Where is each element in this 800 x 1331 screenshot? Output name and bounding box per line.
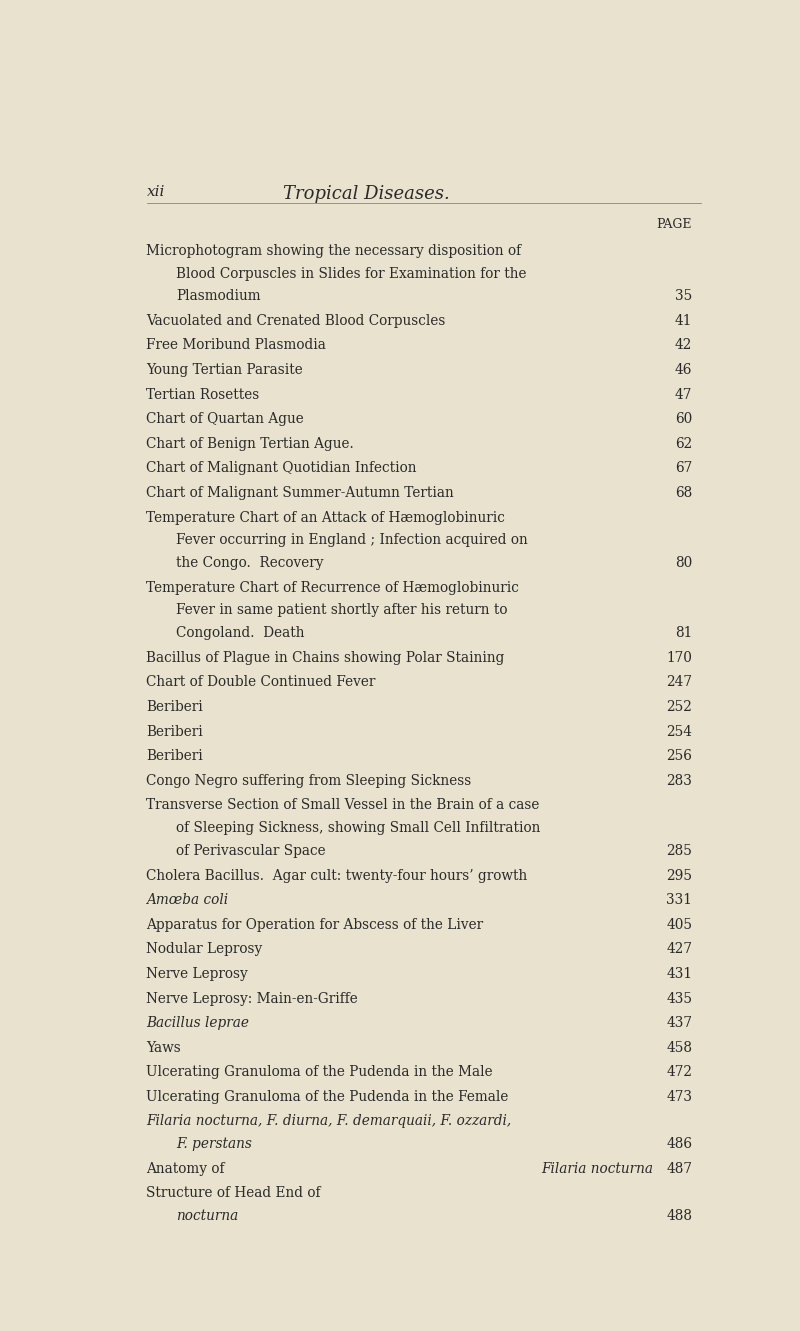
Text: Filaria nocturna: Filaria nocturna	[541, 1162, 653, 1175]
Text: 256: 256	[666, 749, 692, 763]
Text: 437: 437	[666, 1016, 692, 1030]
Text: Filaria nocturna, F. diurna, F. demarquaii, F. ozzardi,: Filaria nocturna, F. diurna, F. demarqua…	[146, 1114, 512, 1129]
Text: 405: 405	[666, 917, 692, 932]
Text: Temperature Chart of an Attack of Hæmoglobinuric: Temperature Chart of an Attack of Hæmogl…	[146, 511, 506, 524]
Text: Blood Corpuscles in Slides for Examination for the: Blood Corpuscles in Slides for Examinati…	[176, 266, 526, 281]
Text: Chart of Double Continued Fever: Chart of Double Continued Fever	[146, 675, 376, 689]
Text: Nerve Leprosy: Main-en-Griffe: Nerve Leprosy: Main-en-Griffe	[146, 992, 358, 1005]
Text: Chart of Malignant Quotidian Infection: Chart of Malignant Quotidian Infection	[146, 462, 417, 475]
Text: Bacillus leprae: Bacillus leprae	[146, 1016, 250, 1030]
Text: Microphotogram showing the necessary disposition of: Microphotogram showing the necessary dis…	[146, 244, 522, 258]
Text: 431: 431	[666, 966, 692, 981]
Text: Tropical Diseases.: Tropical Diseases.	[283, 185, 450, 204]
Text: Yaws: Yaws	[146, 1041, 182, 1054]
Text: 435: 435	[666, 992, 692, 1005]
Text: 254: 254	[666, 724, 692, 739]
Text: of Perivascular Space: of Perivascular Space	[176, 844, 326, 858]
Text: 62: 62	[675, 437, 692, 451]
Text: 80: 80	[675, 556, 692, 570]
Text: 81: 81	[675, 627, 692, 640]
Text: 472: 472	[666, 1065, 692, 1079]
Text: Young Tertian Parasite: Young Tertian Parasite	[146, 363, 303, 377]
Text: 295: 295	[666, 869, 692, 882]
Text: 285: 285	[666, 844, 692, 858]
Text: PAGE: PAGE	[657, 218, 692, 232]
Text: Chart of Quartan Ague: Chart of Quartan Ague	[146, 413, 304, 426]
Text: 488: 488	[666, 1209, 692, 1223]
Text: Beriberi: Beriberi	[146, 724, 203, 739]
Text: Beriberi: Beriberi	[146, 749, 203, 763]
Text: 427: 427	[666, 942, 692, 956]
Text: 68: 68	[675, 486, 692, 500]
Text: 67: 67	[675, 462, 692, 475]
Text: xii: xii	[146, 185, 165, 200]
Text: Vacuolated and Crenated Blood Corpuscles: Vacuolated and Crenated Blood Corpuscles	[146, 314, 446, 327]
Text: Beriberi: Beriberi	[146, 700, 203, 713]
Text: Fever in same patient shortly after his return to: Fever in same patient shortly after his …	[176, 603, 508, 618]
Text: Ulcerating Granuloma of the Pudenda in the Female: Ulcerating Granuloma of the Pudenda in t…	[146, 1090, 509, 1103]
Text: Nodular Leprosy: Nodular Leprosy	[146, 942, 262, 956]
Text: Temperature Chart of Recurrence of Hæmoglobinuric: Temperature Chart of Recurrence of Hæmog…	[146, 580, 519, 595]
Text: Apparatus for Operation for Abscess of the Liver: Apparatus for Operation for Abscess of t…	[146, 917, 484, 932]
Text: 247: 247	[666, 675, 692, 689]
Text: 46: 46	[674, 363, 692, 377]
Text: Plasmodium: Plasmodium	[176, 289, 261, 303]
Text: Congoland.  Death: Congoland. Death	[176, 627, 305, 640]
Text: Ulcerating Granuloma of the Pudenda in the Male: Ulcerating Granuloma of the Pudenda in t…	[146, 1065, 493, 1079]
Text: Anatomy of: Anatomy of	[146, 1162, 230, 1175]
Text: 458: 458	[666, 1041, 692, 1054]
Text: 283: 283	[666, 773, 692, 788]
Text: Structure of Head End of: Structure of Head End of	[146, 1186, 326, 1201]
Text: 41: 41	[674, 314, 692, 327]
Text: 487: 487	[666, 1162, 692, 1175]
Text: 170: 170	[666, 651, 692, 666]
Text: 47: 47	[674, 387, 692, 402]
Text: Bacillus of Plague in Chains showing Polar Staining: Bacillus of Plague in Chains showing Pol…	[146, 651, 505, 666]
Text: Free Moribund Plasmodia: Free Moribund Plasmodia	[146, 338, 326, 353]
Text: the Congo.  Recovery: the Congo. Recovery	[176, 556, 324, 570]
Text: Congo Negro suffering from Sleeping Sickness: Congo Negro suffering from Sleeping Sick…	[146, 773, 472, 788]
Text: 486: 486	[666, 1137, 692, 1151]
Text: Chart of Benign Tertian Ague.: Chart of Benign Tertian Ague.	[146, 437, 354, 451]
Text: 35: 35	[675, 289, 692, 303]
Text: F. perstans: F. perstans	[176, 1137, 252, 1151]
Text: 252: 252	[666, 700, 692, 713]
Text: 331: 331	[666, 893, 692, 908]
Text: nocturna: nocturna	[176, 1209, 238, 1223]
Text: Tertian Rosettes: Tertian Rosettes	[146, 387, 260, 402]
Text: Cholera Bacillus.  Agar cult: twenty-four hours’ growth: Cholera Bacillus. Agar cult: twenty-four…	[146, 869, 528, 882]
Text: 60: 60	[675, 413, 692, 426]
Text: Nerve Leprosy: Nerve Leprosy	[146, 966, 248, 981]
Text: 473: 473	[666, 1090, 692, 1103]
Text: Chart of Malignant Summer-Autumn Tertian: Chart of Malignant Summer-Autumn Tertian	[146, 486, 454, 500]
Text: Transverse Section of Small Vessel in the Brain of a case: Transverse Section of Small Vessel in th…	[146, 799, 540, 812]
Text: of Sleeping Sickness, showing Small Cell Infiltration: of Sleeping Sickness, showing Small Cell…	[176, 821, 541, 835]
Text: Amœba coli: Amœba coli	[146, 893, 229, 908]
Text: Fever occurring in England ; Infection acquired on: Fever occurring in England ; Infection a…	[176, 534, 528, 547]
Text: 42: 42	[674, 338, 692, 353]
